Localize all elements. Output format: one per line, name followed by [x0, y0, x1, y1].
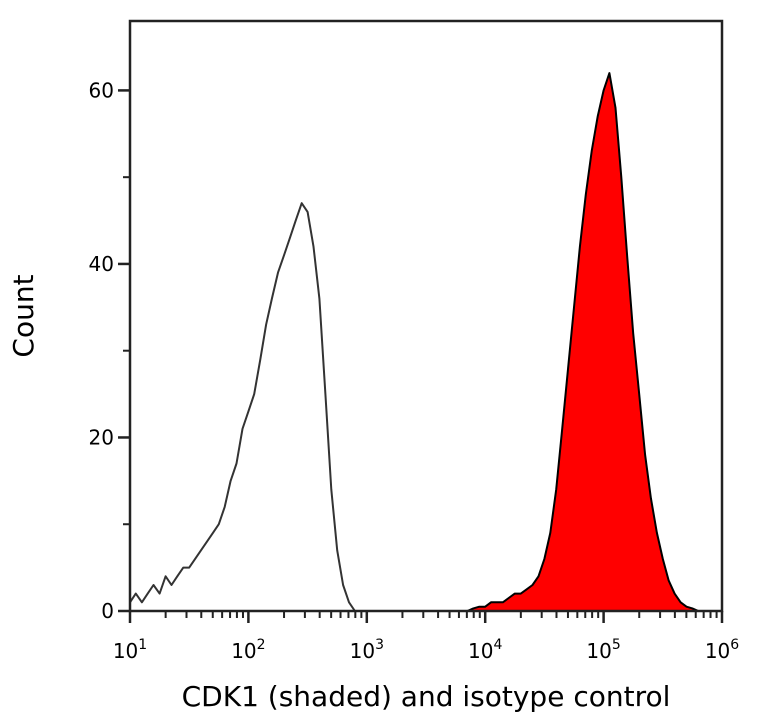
y-axis: 0 20 40 60: [89, 78, 130, 623]
x-tick-exponent: 5: [612, 637, 621, 653]
x-tick-exponent: 3: [375, 637, 384, 653]
x-tick-base: 10: [231, 639, 256, 663]
x-tick-label: 103: [350, 637, 384, 663]
x-tick-exponent: 2: [257, 637, 266, 653]
series-area-CDK1-shaded: [130, 73, 722, 612]
x-tick-label: 101: [113, 637, 147, 663]
y-tick-label: 60: [89, 78, 114, 102]
x-tick-base: 10: [350, 639, 375, 663]
x-tick-label: 102: [231, 637, 265, 663]
x-tick-label: 104: [468, 637, 502, 663]
y-tick-label: 20: [89, 425, 114, 449]
x-tick-base: 10: [705, 639, 730, 663]
x-tick-base: 10: [586, 639, 611, 663]
x-tick-exponent: 1: [138, 637, 147, 653]
y-tick-label: 0: [101, 599, 114, 623]
y-axis-title: Count: [7, 274, 40, 357]
x-axis-title: CDK1 (shaded) and isotype control: [182, 680, 671, 713]
x-tick-exponent: 6: [730, 637, 739, 653]
x-tick-label: 106: [705, 637, 739, 663]
plot-series: [129, 72, 722, 612]
x-tick-base: 10: [113, 639, 138, 663]
x-tick-label: 105: [586, 637, 620, 663]
x-tick-exponent: 4: [493, 637, 502, 653]
x-axis: 101 102 103 104 105 106: [113, 611, 739, 663]
x-tick-base: 10: [468, 639, 493, 663]
plot-frame: [128, 19, 724, 613]
y-tick-label: 40: [89, 252, 114, 276]
